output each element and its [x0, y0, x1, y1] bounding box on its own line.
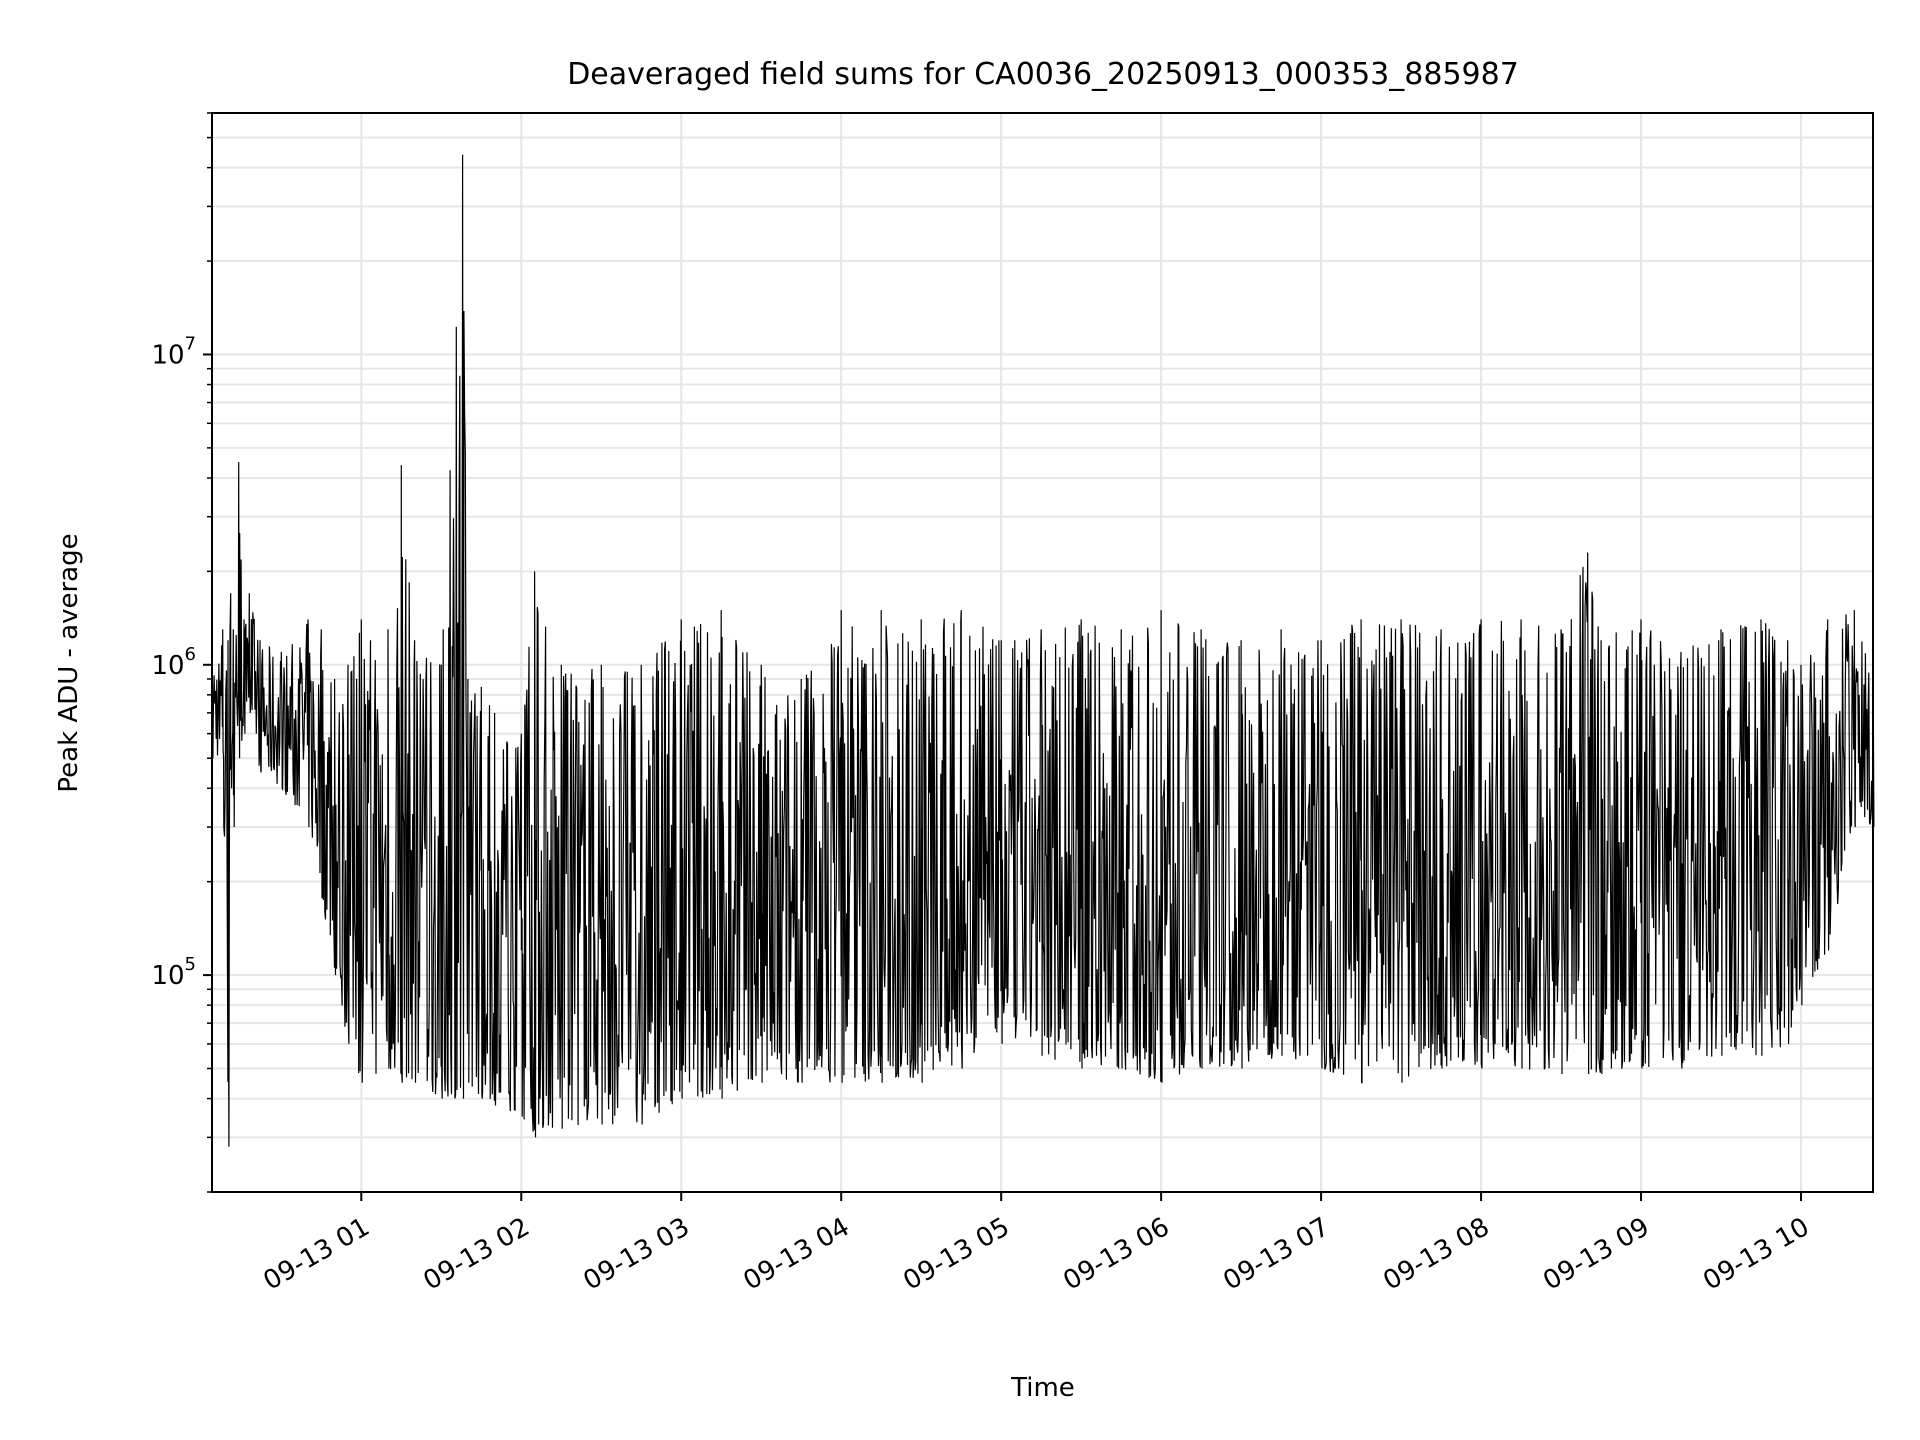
x-axis-label: Time [1010, 1373, 1075, 1403]
y-tick-label: 106 [151, 644, 196, 681]
y-tick-label: 105 [151, 954, 196, 991]
y-axis: 105 106 107 [151, 112, 212, 1193]
y-axis-label: Peak ADU - average [54, 533, 84, 792]
chart-title: Deaveraged field sums for CA0036_2025091… [567, 57, 1519, 92]
series-line-peak-adu [211, 154, 1875, 1147]
series-group [211, 154, 1875, 1147]
y-tick-label: 107 [151, 333, 196, 370]
plot-frame [211, 112, 1874, 1193]
